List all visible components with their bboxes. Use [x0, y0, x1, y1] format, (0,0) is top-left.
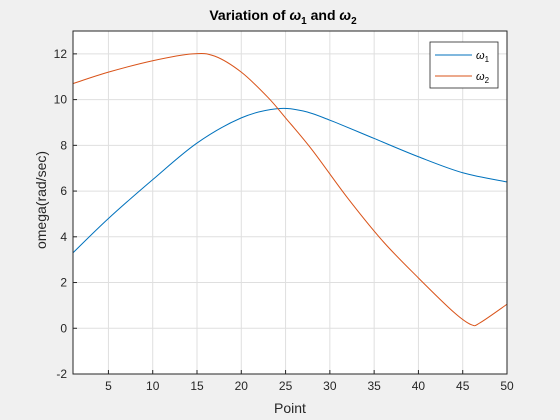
series-line-omega1	[72, 107, 508, 254]
x-tick-label: 25	[279, 379, 293, 393]
title-omega2-symbol: ω	[339, 7, 351, 23]
legend-omega2-symbol: ω	[476, 71, 485, 83]
x-tick-label: 45	[456, 379, 470, 393]
y-tick-label: 10	[54, 93, 68, 107]
y-tick-label: 8	[60, 138, 67, 152]
x-tick-label: 20	[235, 379, 249, 393]
y-tick-label: 0	[60, 321, 67, 335]
y-tick-label: 2	[60, 276, 67, 290]
legend-label-omega1: ω1	[476, 50, 490, 64]
x-tick-label: 15	[190, 379, 204, 393]
legend-omega1-symbol: ω	[476, 50, 485, 62]
x-tick-label: 35	[367, 379, 381, 393]
x-axis-label: Point	[274, 400, 306, 416]
x-tick-label: 30	[323, 379, 337, 393]
title-omega1-symbol: ω	[289, 7, 301, 23]
legend-box	[429, 41, 499, 89]
series-lines	[72, 52, 508, 327]
plot-frame	[72, 30, 508, 375]
x-tick-label: 10	[146, 379, 160, 393]
title-prefix: Variation of	[209, 7, 289, 23]
chart-title: Variation of ω1 and ω2	[209, 7, 357, 27]
y-tick-label: -2	[56, 367, 67, 381]
y-tick-label: 12	[54, 47, 68, 61]
y-tick-label: 6	[60, 184, 67, 198]
legend-label-omega2: ω2	[476, 71, 490, 85]
x-tick-label: 50	[500, 379, 514, 393]
y-axis-label: omega(rad/sec)	[33, 151, 49, 249]
y-tick-label: 4	[60, 230, 67, 244]
series-line-omega2	[72, 52, 508, 327]
x-tick-label: 40	[412, 379, 426, 393]
legend: ω1 ω2	[429, 41, 499, 89]
title-omega2-subscript: 2	[351, 16, 357, 27]
title-mid: and	[307, 7, 340, 23]
legend-omega2-subscript: 2	[485, 76, 490, 85]
legend-omega1-subscript: 1	[485, 55, 490, 64]
title-omega1-subscript: 1	[301, 16, 307, 27]
x-tick-label: 5	[105, 379, 112, 393]
